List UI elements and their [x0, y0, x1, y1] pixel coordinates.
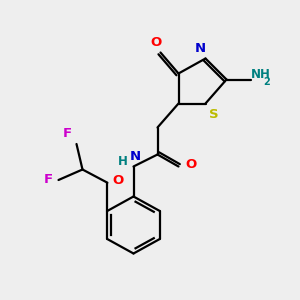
Text: N: N: [129, 150, 141, 163]
Text: N: N: [194, 42, 206, 55]
Text: O: O: [112, 174, 123, 187]
Text: F: F: [44, 172, 53, 186]
Text: O: O: [185, 158, 196, 172]
Text: O: O: [150, 36, 162, 49]
Text: S: S: [209, 108, 219, 121]
Text: H: H: [118, 154, 128, 168]
Text: F: F: [63, 128, 72, 140]
Text: NH: NH: [251, 68, 271, 81]
Text: 2: 2: [263, 77, 270, 87]
